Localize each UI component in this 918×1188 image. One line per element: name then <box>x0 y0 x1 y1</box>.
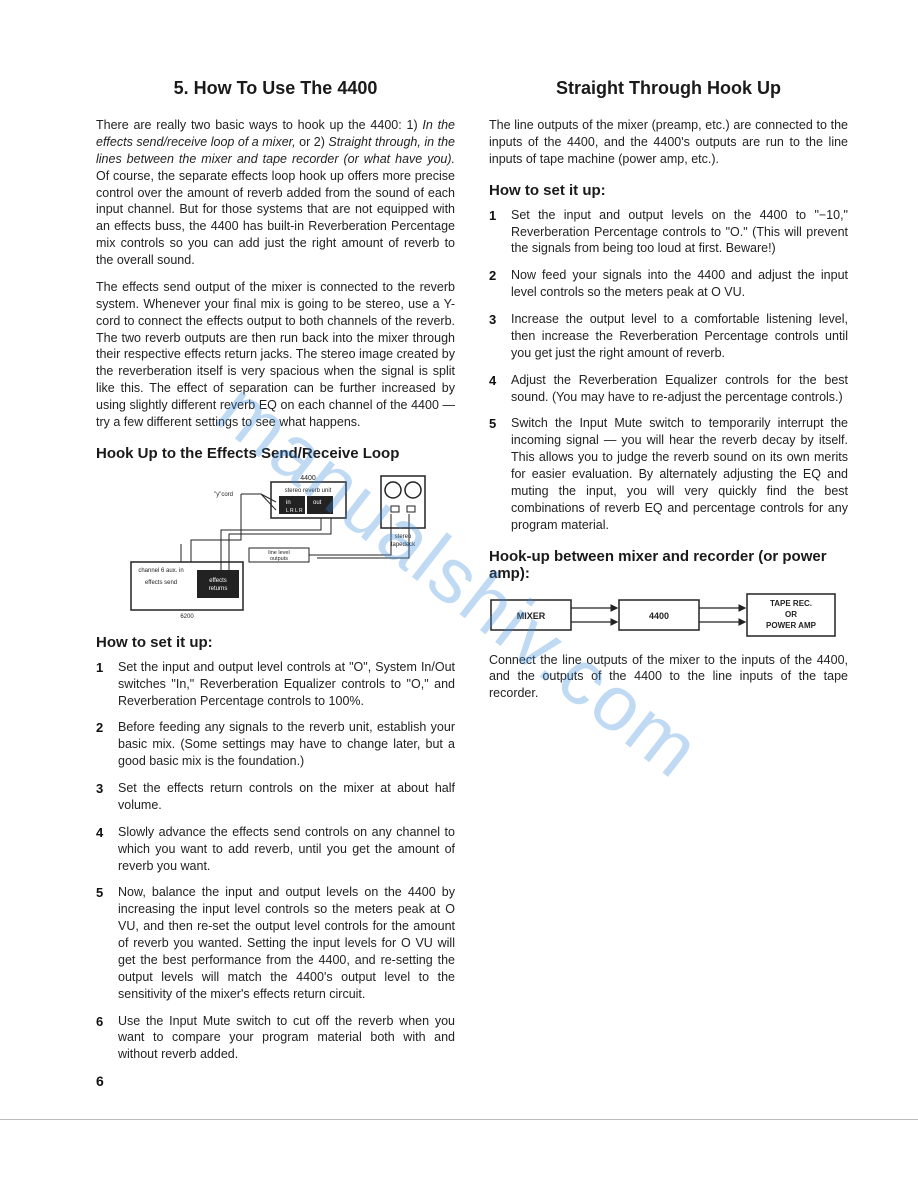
p1c: or 2) <box>296 135 329 149</box>
section-title: 5. How To Use The 4400 <box>96 78 455 99</box>
d1-stereo-label: stereo reverb unit <box>284 488 331 494</box>
d2-tape-l2: OR <box>785 610 797 619</box>
left-column: 5. How To Use The 4400 There are really … <box>96 78 455 1089</box>
d2-4400: 4400 <box>649 611 669 621</box>
left-step-1: Set the input and output level controls … <box>96 659 455 710</box>
d1-fxsend: effects send <box>144 580 176 586</box>
d2-tape-l1: TAPE REC. <box>770 599 812 608</box>
signal-chain-diagram: MIXER 4400 TAPE REC. OR POWER AMP <box>489 592 839 638</box>
d1-lr-label: L R L R <box>286 508 303 514</box>
hookup-loop-title: Hook Up to the Effects Send/Receive Loop <box>96 445 455 462</box>
left-step-2: Before feeding any signals to the reverb… <box>96 719 455 770</box>
d1-ch6: channel 6 aux. in <box>138 568 183 574</box>
d1-4400-label: 4400 <box>300 475 316 482</box>
right-step-2: Now feed your signals into the 4400 and … <box>489 267 848 301</box>
left-step-4: Slowly advance the effects send controls… <box>96 824 455 875</box>
two-column-layout: 5. How To Use The 4400 There are really … <box>96 78 848 1089</box>
right-step-4: Adjust the Reverberation Equalizer contr… <box>489 372 848 406</box>
setup-right-title: How to set it up: <box>489 182 848 199</box>
footer-rule <box>0 1119 918 1120</box>
page-number: 6 <box>96 1073 455 1089</box>
d1-out-label: out <box>313 500 322 506</box>
d1-lineout-l2: outputs <box>269 556 287 562</box>
d2-tape-l3: POWER AMP <box>766 621 817 630</box>
right-steps-list: Set the input and output levels on the 4… <box>489 207 848 534</box>
d1-tape-l2: tapedeck <box>390 542 415 548</box>
d1-in-label: in <box>286 500 291 506</box>
d1-6200: 6200 <box>180 614 194 620</box>
p1a: There are really two basic ways to hook … <box>96 118 422 132</box>
effects-loop-diagram: 4400 stereo reverb unit in L R L R out s… <box>121 470 431 620</box>
right-column: Straight Through Hook Up The line output… <box>489 78 848 1089</box>
right-intro: The line outputs of the mixer (preamp, e… <box>489 117 848 168</box>
manual-page: manualshiv.com 5. How To Use The 4400 Th… <box>0 0 918 1160</box>
left-step-6: Use the Input Mute switch to cut off the… <box>96 1013 455 1064</box>
d2-mixer: MIXER <box>517 611 546 621</box>
intro-paragraph-2: The effects send output of the mixer is … <box>96 279 455 431</box>
right-closing: Connect the line outputs of the mixer to… <box>489 652 848 703</box>
right-step-1: Set the input and output levels on the 4… <box>489 207 848 258</box>
left-steps-list: Set the input and output level controls … <box>96 659 455 1063</box>
hookup-mixer-title: Hook-up between mixer and recorder (or p… <box>489 548 848 582</box>
left-step-3: Set the effects return controls on the m… <box>96 780 455 814</box>
right-step-3: Increase the output level to a comfortab… <box>489 311 848 362</box>
d1-fxret-l2: returns <box>208 586 227 592</box>
left-step-5: Now, balance the input and output levels… <box>96 884 455 1002</box>
p1e: Of course, the separate effects loop hoo… <box>96 169 455 267</box>
intro-paragraph-1: There are really two basic ways to hook … <box>96 117 455 269</box>
straight-through-title: Straight Through Hook Up <box>489 78 848 99</box>
d1-fxret-l1: effects <box>209 578 227 584</box>
d1-ycord: "y"cord <box>214 492 233 498</box>
right-step-5: Switch the Input Mute switch to temporar… <box>489 415 848 533</box>
setup-left-title: How to set it up: <box>96 634 455 651</box>
